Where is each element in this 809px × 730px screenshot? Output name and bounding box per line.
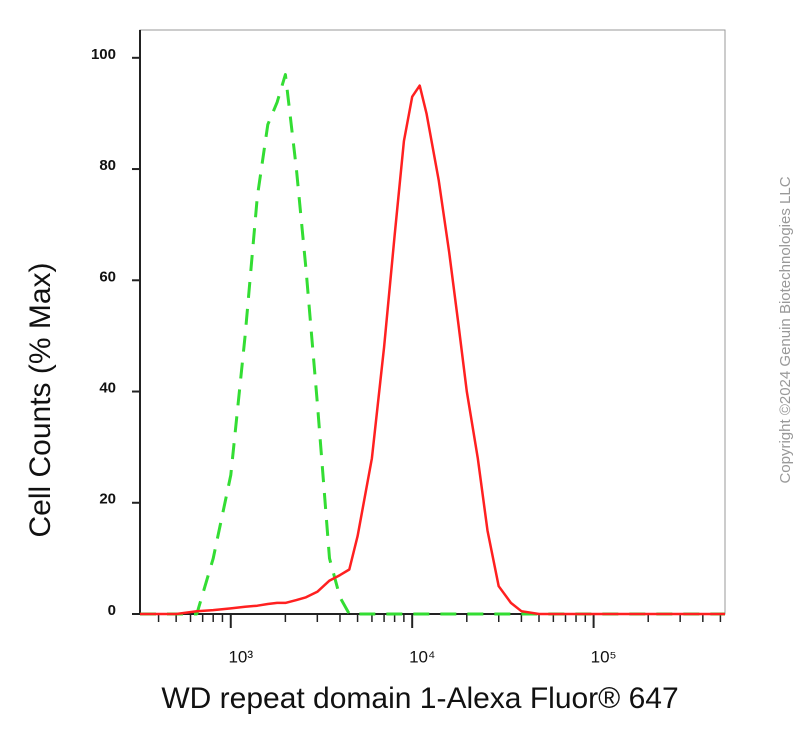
y-tick-label: 80 (99, 157, 116, 174)
plot-frame (139, 29, 726, 615)
y-axis-label: Cell Counts (% Max) (24, 262, 57, 537)
x-tick-label: 10⁴ (409, 647, 435, 666)
y-tick-label: 60 (99, 268, 116, 285)
copyright: Copyright ©2024 Genuin Biotechnologies L… (777, 176, 794, 483)
x-axis-label: WD repeat domain 1-Alexa Fluor® 647 (161, 682, 678, 715)
y-tick-label: 20 (99, 491, 116, 508)
series-line (140, 73, 725, 616)
y-tick-label: 40 (99, 379, 116, 396)
y-tick-label: 0 (108, 602, 116, 619)
x-tick-label: 10⁵ (591, 647, 617, 666)
y-tick-label: 100 (91, 46, 116, 63)
series-line (140, 84, 725, 616)
x-tick-label: 10³ (228, 647, 253, 666)
